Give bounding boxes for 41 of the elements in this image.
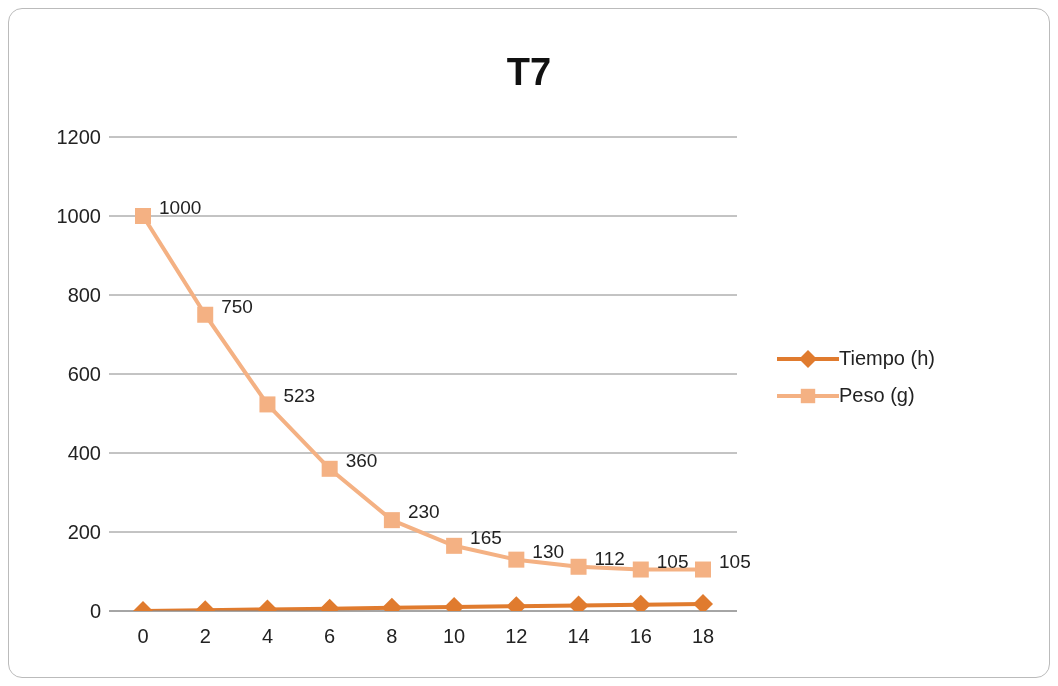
point: [695, 561, 711, 578]
x-tick-label: 10: [442, 625, 466, 648]
data-label: 230: [407, 501, 440, 523]
point: [383, 512, 400, 529]
data-label: 750: [221, 295, 253, 317]
x-tick-label: 12: [505, 625, 528, 648]
x-tick-label: 14: [567, 625, 590, 648]
data-label: 105: [719, 550, 751, 572]
data-label: 523: [283, 385, 316, 407]
chart-title: T7: [505, 50, 553, 93]
data-label: 105: [656, 550, 689, 572]
x-tick-label: 16: [629, 625, 652, 648]
data-label: 130: [532, 540, 565, 562]
point: [259, 396, 276, 413]
y-tick-label: 0: [89, 600, 101, 623]
x-tick-label: 6: [324, 625, 336, 648]
point: [321, 460, 338, 477]
legend-label: Tiempo (h): [839, 347, 935, 370]
x-tick-label: 4: [261, 625, 274, 648]
x-tick-label: 2: [199, 625, 211, 648]
y-tick-label: 1200: [56, 126, 101, 149]
y-tick-label: 800: [67, 284, 101, 307]
data-label: 360: [345, 449, 378, 471]
legend-label: Peso (g): [839, 384, 915, 407]
y-tick-label: 400: [67, 442, 101, 465]
point: [135, 208, 151, 224]
y-tick-label: 200: [67, 521, 101, 544]
point: [632, 561, 649, 578]
point: [508, 551, 525, 568]
x-tick-label: 8: [386, 625, 398, 648]
data-label: 112: [594, 547, 625, 569]
x-tick-label: 0: [137, 625, 149, 648]
x-tick-label: 18: [691, 625, 715, 648]
y-tick-label: 1000: [56, 205, 101, 228]
point: [693, 593, 713, 611]
point: [197, 306, 214, 323]
data-label: 165: [470, 526, 502, 548]
point: [446, 537, 463, 554]
data-label: 1000: [159, 197, 202, 218]
y-tick-label: 600: [67, 363, 101, 386]
point: [570, 558, 587, 575]
